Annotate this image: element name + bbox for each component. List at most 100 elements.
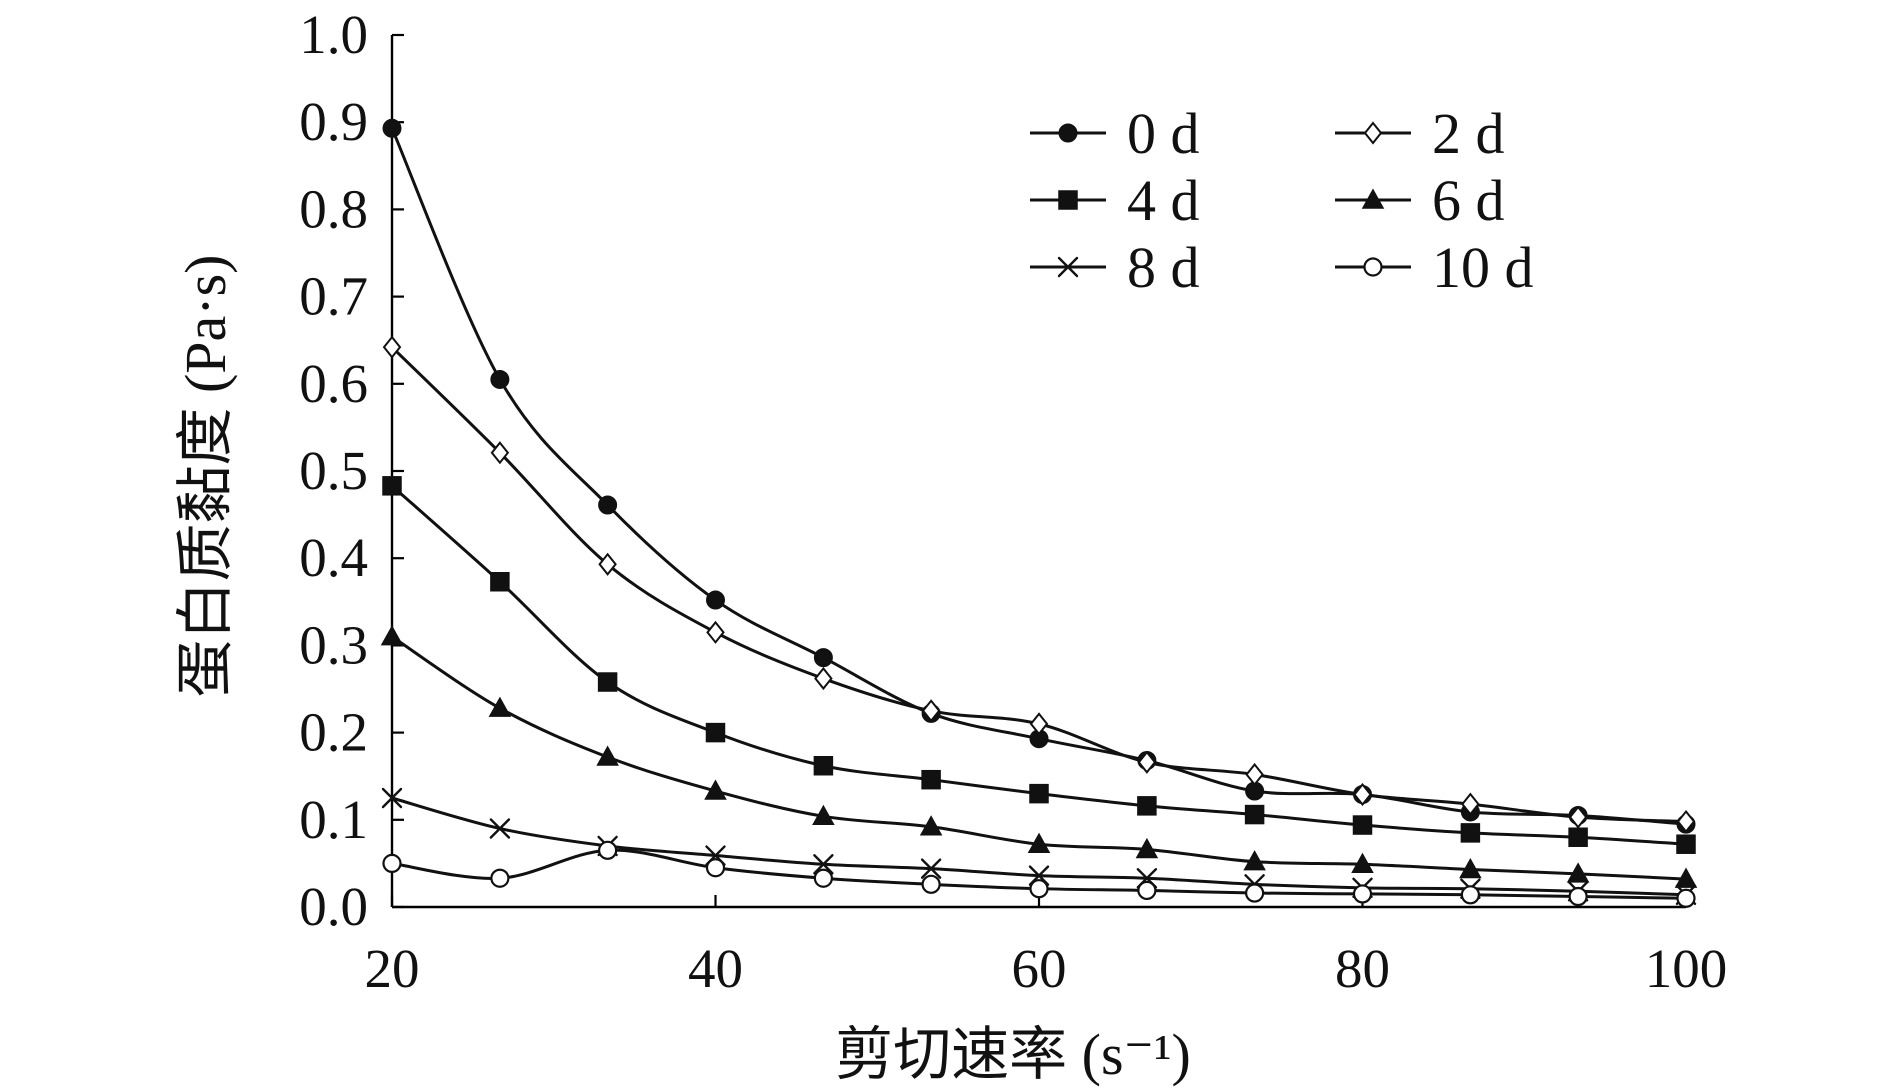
series-5-point-7 bbox=[1137, 880, 1157, 901]
series-0-point-3 bbox=[706, 590, 725, 610]
series-1-point-3 bbox=[706, 620, 725, 644]
series-3-point-3 bbox=[704, 779, 727, 800]
series-5-point-5 bbox=[921, 874, 941, 894]
series-3-point-7 bbox=[1135, 837, 1159, 859]
series-2 bbox=[382, 476, 1696, 854]
series-3-point-2 bbox=[596, 745, 619, 766]
legend-marker-3 bbox=[1361, 188, 1385, 209]
y-tick-label-5: 0.5 bbox=[299, 440, 368, 501]
series-3-point-11 bbox=[1566, 862, 1590, 883]
series-0-point-1 bbox=[490, 369, 510, 389]
series-5-point-6 bbox=[1029, 879, 1049, 899]
y-tick-label-10: 1.0 bbox=[299, 4, 368, 65]
series-2-point-9 bbox=[1352, 815, 1373, 835]
legend-label-3: 6 d bbox=[1432, 168, 1505, 233]
series-2-point-6 bbox=[1029, 783, 1049, 804]
x-tick-label-4: 100 bbox=[1645, 938, 1728, 999]
y-tick-label-9: 0.9 bbox=[299, 91, 368, 152]
legend-item-5: 10 d bbox=[1335, 235, 1534, 300]
x-tick-label-1: 40 bbox=[688, 938, 743, 999]
series-3-point-1 bbox=[488, 696, 512, 717]
legend-item-2: 4 d bbox=[1030, 168, 1200, 233]
legend-marker-5 bbox=[1363, 257, 1383, 277]
legend-label-5: 10 d bbox=[1432, 235, 1534, 300]
series-4-point-5 bbox=[920, 858, 942, 879]
y-tick-label-2: 0.2 bbox=[299, 702, 368, 763]
series-1-point-10 bbox=[1461, 792, 1480, 816]
series-1 bbox=[382, 335, 1696, 834]
series-2-point-5 bbox=[921, 769, 941, 790]
legend-label-2: 4 d bbox=[1127, 168, 1200, 233]
series-1-point-2 bbox=[598, 552, 617, 576]
series-3-point-5 bbox=[919, 815, 943, 836]
legend-label-1: 2 d bbox=[1432, 101, 1505, 166]
series-2-point-7 bbox=[1137, 796, 1157, 816]
series-1-point-12 bbox=[1676, 809, 1696, 834]
y-tick-label-7: 0.7 bbox=[299, 266, 368, 327]
series-3-point-0 bbox=[380, 625, 404, 646]
series-4-point-4 bbox=[813, 854, 834, 875]
series-3-point-12 bbox=[1674, 867, 1698, 888]
series-4-point-0 bbox=[381, 787, 403, 809]
series-2-point-10 bbox=[1460, 823, 1481, 843]
series-5-point-2 bbox=[598, 840, 618, 860]
axis-titles: 剪切速率 (s⁻¹) 蛋白质黏度 (Pa·s) bbox=[173, 254, 1191, 1087]
y-tick-label-6: 0.6 bbox=[299, 353, 368, 414]
legend-marker-2 bbox=[1058, 190, 1078, 210]
legend-label-4: 8 d bbox=[1127, 235, 1200, 300]
series-3-point-9 bbox=[1351, 852, 1374, 874]
series-line-1 bbox=[390, 345, 1688, 824]
legend-item-1: 2 d bbox=[1335, 101, 1505, 166]
series-3 bbox=[380, 625, 1698, 888]
series-1-point-4 bbox=[814, 666, 833, 691]
axes-group: 0.0 0.1 0.2 0.3 0.4 0.5 0.6 0.7 0.8 0.9 1.0 20 40 60 8… bbox=[299, 4, 1727, 999]
series-5-point-4 bbox=[813, 868, 833, 888]
y-tick-label-0: 0.0 bbox=[299, 876, 368, 937]
series-5-point-9 bbox=[1352, 884, 1373, 904]
series-0-point-2 bbox=[598, 495, 618, 515]
series-1-point-11 bbox=[1568, 805, 1588, 829]
legend-marker-4 bbox=[1057, 256, 1079, 278]
legend-marker-1 bbox=[1363, 121, 1383, 145]
series-5 bbox=[382, 840, 1696, 908]
series-5-point-0 bbox=[382, 853, 402, 874]
series-2-point-2 bbox=[597, 672, 618, 692]
x-axis-title: 剪切速率 (s⁻¹) bbox=[835, 1022, 1191, 1087]
legend: 0 d 2 d 4 d 6 d 8 d 10 d bbox=[1030, 101, 1534, 300]
series-5-point-1 bbox=[490, 868, 510, 888]
series-5-point-12 bbox=[1676, 888, 1696, 908]
series-2-point-3 bbox=[705, 722, 726, 743]
x-tick-label-2: 60 bbox=[1012, 938, 1067, 999]
series-2-point-11 bbox=[1568, 827, 1588, 847]
legend-item-4: 8 d bbox=[1030, 235, 1200, 300]
series-1-point-1 bbox=[490, 441, 510, 465]
series-3-point-4 bbox=[812, 804, 835, 826]
series-1-point-7 bbox=[1137, 750, 1157, 774]
series-4-point-1 bbox=[489, 818, 511, 839]
series-group bbox=[380, 118, 1698, 908]
legend-item-0: 0 d bbox=[1030, 101, 1200, 166]
series-5-point-8 bbox=[1245, 883, 1265, 903]
series-2-point-4 bbox=[813, 755, 834, 776]
legend-label-0: 0 d bbox=[1127, 101, 1200, 166]
legend-item-3: 6 d bbox=[1335, 168, 1505, 233]
legend-marker-0 bbox=[1058, 123, 1078, 143]
series-line-0 bbox=[390, 126, 1688, 826]
series-5-point-10 bbox=[1460, 885, 1480, 905]
y-tick-label-4: 0.4 bbox=[299, 527, 368, 588]
series-3-point-6 bbox=[1027, 832, 1051, 853]
series-2-point-1 bbox=[490, 571, 510, 592]
series-3-point-10 bbox=[1459, 857, 1482, 879]
y-tick-label-8: 0.8 bbox=[299, 178, 368, 239]
series-5-point-3 bbox=[705, 858, 726, 878]
y-tick-label-1: 0.1 bbox=[299, 789, 368, 850]
y-tick-label-3: 0.3 bbox=[299, 614, 368, 675]
x-tick-label-0: 20 bbox=[365, 938, 420, 999]
series-1-point-8 bbox=[1245, 762, 1264, 787]
series-1-point-5 bbox=[921, 699, 941, 723]
series-1-point-9 bbox=[1353, 782, 1372, 807]
series-5-point-11 bbox=[1568, 886, 1588, 907]
series-3-point-8 bbox=[1243, 850, 1266, 871]
x-tick-label-3: 80 bbox=[1335, 938, 1390, 999]
